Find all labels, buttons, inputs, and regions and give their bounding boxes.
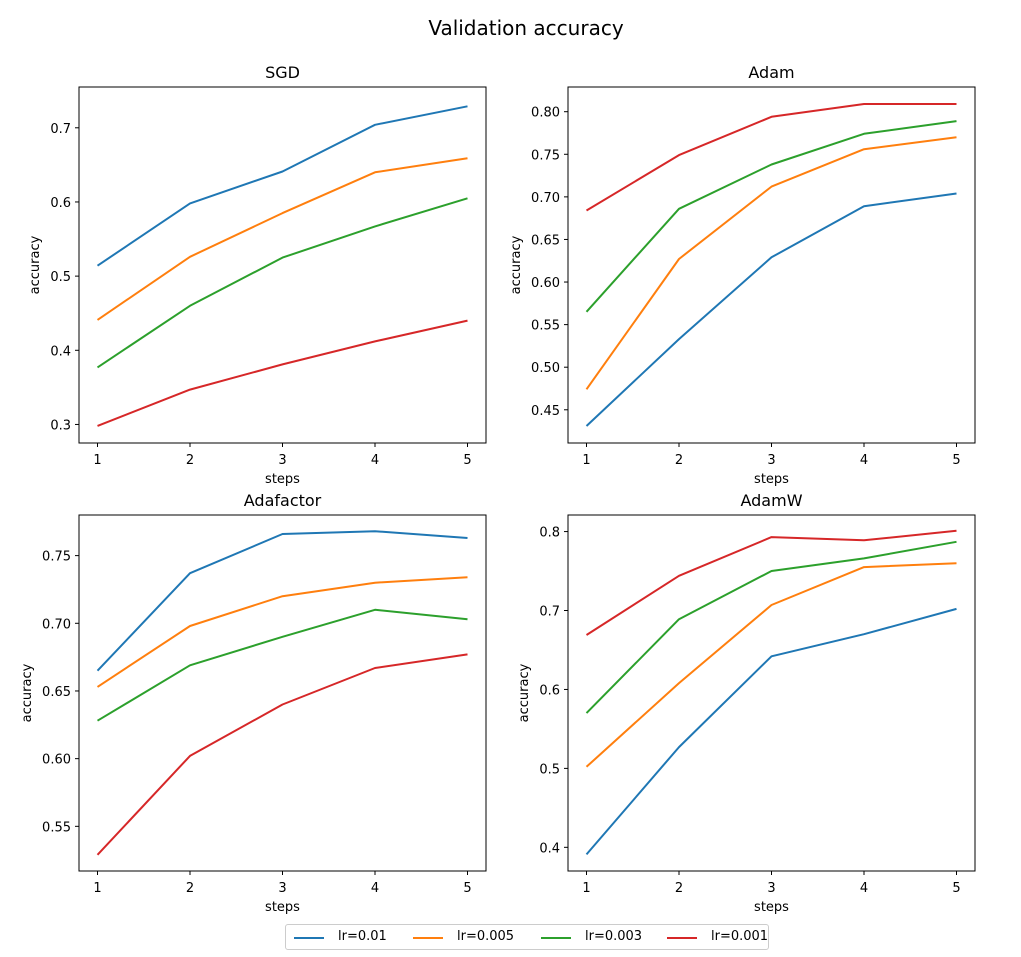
y-tick-label: 0.75 (42, 550, 71, 565)
x-tick-label: 2 (186, 881, 194, 896)
x-tick-label: 3 (767, 881, 775, 896)
series-line-lr=0.003 (96, 197, 468, 369)
x-tick-label: 4 (371, 881, 379, 896)
axes-frame (78, 86, 487, 444)
series-line-lr=0.01 (96, 530, 468, 672)
x-tick-label: 1 (93, 881, 101, 896)
y-tick-label: 0.8 (539, 526, 560, 541)
series-line-lr=0.001 (585, 529, 957, 636)
y-tick-label: 0.65 (531, 233, 560, 248)
subplot-title: Adam (748, 63, 794, 82)
x-tick-label: 5 (463, 453, 471, 468)
legend-swatch (667, 937, 697, 939)
series-line-lr=0.001 (97, 319, 468, 427)
series-line-lr=0.003 (585, 540, 957, 714)
x-tick-label: 2 (675, 453, 683, 468)
figure-title: Validation accuracy (428, 16, 624, 40)
x-tick-label: 3 (278, 453, 286, 468)
legend-label: lr=0.001 (711, 929, 769, 944)
series-line-lr=0.005 (585, 136, 957, 390)
x-tick-label: 1 (93, 453, 101, 468)
y-axis-label: accuracy (20, 663, 35, 722)
y-axis-label: accuracy (509, 235, 524, 294)
x-axis-label: steps (265, 472, 300, 487)
x-axis-label: steps (754, 472, 789, 487)
x-tick-label: 1 (582, 453, 590, 468)
x-tick-label: 1 (582, 881, 590, 896)
axes-frame (78, 514, 487, 872)
series-line-lr=0.005 (585, 562, 957, 768)
x-tick-label: 3 (278, 881, 286, 896)
y-tick-label: 0.7 (50, 122, 71, 137)
legend: lr=0.01 lr=0.005 lr=0.003 lr=0.001 (285, 924, 769, 950)
x-tick-label: 2 (675, 881, 683, 896)
y-tick-label: 0.6 (539, 683, 560, 698)
series-line-lr=0.001 (96, 653, 468, 856)
series-line-lr=0.003 (96, 608, 468, 722)
legend-swatch (294, 937, 324, 939)
y-tick-label: 0.3 (50, 418, 71, 433)
y-tick-label: 0.50 (531, 361, 560, 376)
y-tick-label: 0.70 (42, 617, 71, 632)
x-axis-label: steps (265, 900, 300, 915)
series-line-lr=0.005 (96, 576, 468, 688)
legend-swatch (541, 937, 571, 939)
y-tick-label: 0.55 (42, 820, 71, 835)
series-line-lr=0.003 (585, 120, 957, 313)
subplot-title: SGD (265, 63, 300, 82)
y-tick-label: 0.4 (539, 841, 560, 856)
axes-frame (567, 514, 976, 872)
legend-label: lr=0.01 (338, 929, 387, 944)
x-tick-label: 4 (860, 881, 868, 896)
y-tick-label: 0.80 (531, 106, 560, 121)
y-tick-label: 0.6 (50, 196, 71, 211)
subplot-adam: Adam 1 2 3 4 5 0.45 0.50 0.55 0.60 0.65 0.70 0.75 0.8… (509, 63, 976, 487)
legend-swatch (413, 937, 443, 939)
y-tick-label: 0.55 (531, 319, 560, 334)
series-line-lr=0.01 (585, 607, 957, 856)
y-axis-label: accuracy (517, 663, 532, 722)
legend-label: lr=0.003 (585, 929, 643, 944)
y-tick-label: 0.65 (42, 685, 71, 700)
subplot-adafactor: Adafactor 1 2 3 4 5 0.55 0.60 0.65 0.70 0.75 steps a… (20, 491, 487, 915)
x-axis-label: steps (754, 900, 789, 915)
x-tick-label: 5 (952, 453, 960, 468)
x-tick-label: 3 (767, 453, 775, 468)
subplot-title: AdamW (740, 491, 802, 510)
x-tick-label: 4 (860, 453, 868, 468)
y-tick-label: 0.45 (531, 404, 560, 419)
y-tick-label: 0.70 (531, 191, 560, 206)
x-tick-label: 5 (463, 881, 471, 896)
y-tick-label: 0.60 (531, 276, 560, 291)
series-line-lr=0.005 (96, 157, 468, 321)
series-line-lr=0.001 (585, 103, 957, 212)
series-line-lr=0.01 (96, 105, 468, 267)
legend-label: lr=0.005 (457, 929, 515, 944)
y-tick-label: 0.5 (539, 762, 560, 777)
x-tick-label: 5 (952, 881, 960, 896)
subplot-sgd: SGD 1 2 3 4 5 0.3 0.4 0.5 0.6 0.7 steps accuracy (28, 63, 487, 487)
subplot-adamw: AdamW 1 2 3 4 5 0.4 0.5 0.6 0.7 0.8 steps accuracy (517, 491, 976, 915)
series-line-lr=0.01 (585, 192, 957, 427)
y-tick-label: 0.60 (42, 753, 71, 768)
y-tick-label: 0.4 (50, 344, 71, 359)
x-tick-label: 2 (186, 453, 194, 468)
y-tick-label: 0.5 (50, 270, 71, 285)
x-tick-label: 4 (371, 453, 379, 468)
y-tick-label: 0.7 (539, 605, 560, 620)
y-tick-label: 0.75 (531, 148, 560, 163)
y-axis-label: accuracy (28, 235, 43, 294)
subplot-title: Adafactor (244, 491, 322, 510)
